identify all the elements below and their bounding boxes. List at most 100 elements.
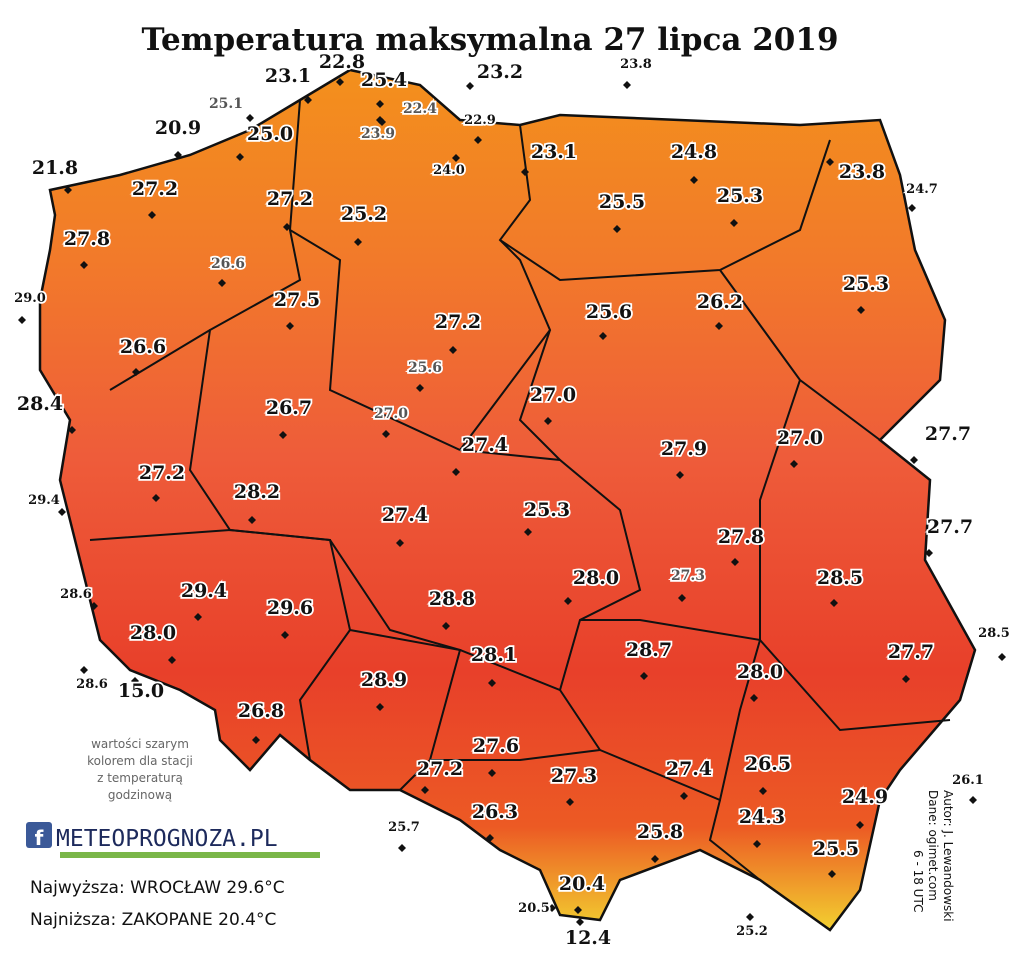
station-label: 25.4 bbox=[361, 69, 407, 91]
station-label: 27.2 bbox=[132, 178, 178, 200]
highest: Najwyższa: WROCŁAW 29.6°C bbox=[30, 878, 285, 898]
station-label: 27.6 bbox=[473, 735, 519, 757]
station-marker bbox=[131, 677, 139, 685]
station-marker bbox=[382, 430, 390, 438]
station-label: 27.2 bbox=[435, 311, 481, 333]
facebook-icon bbox=[26, 822, 52, 848]
station-marker bbox=[651, 855, 659, 863]
station-label: 26.5 bbox=[745, 753, 791, 775]
credit: 6 - 18 UTC bbox=[911, 850, 925, 912]
station-label: 28.4 bbox=[17, 393, 63, 415]
station-marker bbox=[354, 238, 362, 246]
station-marker bbox=[279, 431, 287, 439]
station-label: 28.1 bbox=[471, 644, 517, 666]
station-marker bbox=[790, 460, 798, 468]
station-marker bbox=[132, 368, 140, 376]
station-marker bbox=[969, 796, 977, 804]
station-label: 23.8 bbox=[620, 57, 652, 72]
station-label: 23.1 bbox=[265, 65, 311, 87]
station-marker bbox=[521, 168, 529, 176]
station-marker bbox=[830, 599, 838, 607]
station-label: 25.8 bbox=[637, 821, 683, 843]
station-marker bbox=[252, 736, 260, 744]
facebook-f: f bbox=[35, 826, 44, 850]
station-marker bbox=[678, 594, 686, 602]
station-marker bbox=[566, 798, 574, 806]
station-marker bbox=[80, 261, 88, 269]
note: wartości szarym kolorem dla stacji z tem… bbox=[87, 737, 193, 802]
station-label: 25.6 bbox=[586, 301, 632, 323]
station-marker bbox=[68, 426, 76, 434]
station-marker bbox=[613, 225, 621, 233]
station-label: 23.8 bbox=[839, 161, 885, 183]
station-marker bbox=[623, 81, 631, 89]
station-marker bbox=[902, 675, 910, 683]
station-label: 12.4 bbox=[565, 927, 611, 949]
station-label: 27.7 bbox=[888, 641, 934, 663]
station-marker bbox=[281, 631, 289, 639]
station-marker bbox=[168, 656, 176, 664]
station-marker bbox=[925, 549, 933, 557]
station-marker bbox=[730, 219, 738, 227]
station-label: 26.6 bbox=[211, 256, 245, 272]
station-marker bbox=[731, 558, 739, 566]
station-marker bbox=[857, 306, 865, 314]
station-label: 28.0 bbox=[737, 661, 783, 683]
station-marker bbox=[488, 679, 496, 687]
station-label: 27.0 bbox=[374, 406, 408, 422]
station-marker bbox=[826, 158, 834, 166]
station-label: 29.6 bbox=[267, 597, 313, 619]
station-label: 25.2 bbox=[341, 203, 387, 225]
station-label: 27.3 bbox=[551, 765, 597, 787]
station-marker bbox=[449, 346, 457, 354]
station-marker bbox=[246, 114, 254, 122]
station-marker bbox=[544, 417, 552, 425]
station-marker bbox=[152, 494, 160, 502]
map-title: Temperatura maksymalna 27 lipca 2019 bbox=[141, 22, 838, 58]
station-marker bbox=[524, 528, 532, 536]
stations: 23.8 23.1 22.825.4 23.2 25.1 22.4 22.9 23.9 20.9… bbox=[12, 49, 1011, 951]
logo-bar bbox=[60, 852, 320, 858]
station-marker bbox=[488, 769, 496, 777]
station-marker bbox=[304, 96, 312, 104]
note-line: kolorem dla stacji bbox=[87, 754, 193, 768]
station-marker bbox=[690, 176, 698, 184]
station-label: 28.6 bbox=[60, 587, 92, 602]
station-label: 27.0 bbox=[777, 427, 823, 449]
station-label: 28.6 bbox=[76, 677, 108, 692]
station-marker bbox=[80, 666, 88, 674]
station-marker bbox=[283, 223, 291, 231]
station-label: 28.9 bbox=[361, 669, 407, 691]
station-marker bbox=[398, 844, 406, 852]
station-label: 27.7 bbox=[925, 423, 971, 445]
station-label: 26.6 bbox=[120, 336, 166, 358]
station-marker bbox=[416, 384, 424, 392]
station-label: 27.7 bbox=[927, 516, 973, 538]
station-label: 23.9 bbox=[361, 126, 395, 142]
station-label: 25.3 bbox=[717, 185, 763, 207]
station-label: 27.2 bbox=[267, 188, 313, 210]
station-marker bbox=[828, 870, 836, 878]
station-marker bbox=[908, 204, 916, 212]
station-label: 20.4 bbox=[559, 873, 605, 895]
lowest: Najniższa: ZAKOPANE 20.4°C bbox=[30, 910, 276, 930]
station-label: 27.8 bbox=[718, 526, 764, 548]
station-marker bbox=[174, 151, 182, 159]
station-label: 22.9 bbox=[464, 113, 496, 128]
station-label: 27.8 bbox=[64, 228, 110, 250]
station-marker bbox=[452, 468, 460, 476]
station-label: 28.5 bbox=[817, 567, 863, 589]
station-label: 25.7 bbox=[388, 820, 420, 835]
station-label: 27.9 bbox=[661, 438, 707, 460]
station-marker bbox=[753, 840, 761, 848]
station-label: 28.2 bbox=[234, 481, 280, 503]
station-marker bbox=[574, 906, 582, 914]
station-label: 29.4 bbox=[181, 580, 227, 602]
station-marker bbox=[715, 322, 723, 330]
station-marker bbox=[680, 792, 688, 800]
station-label: 27.2 bbox=[417, 758, 463, 780]
station-label: 26.7 bbox=[266, 397, 312, 419]
station-marker bbox=[248, 516, 256, 524]
station-label: 25.5 bbox=[813, 838, 859, 860]
